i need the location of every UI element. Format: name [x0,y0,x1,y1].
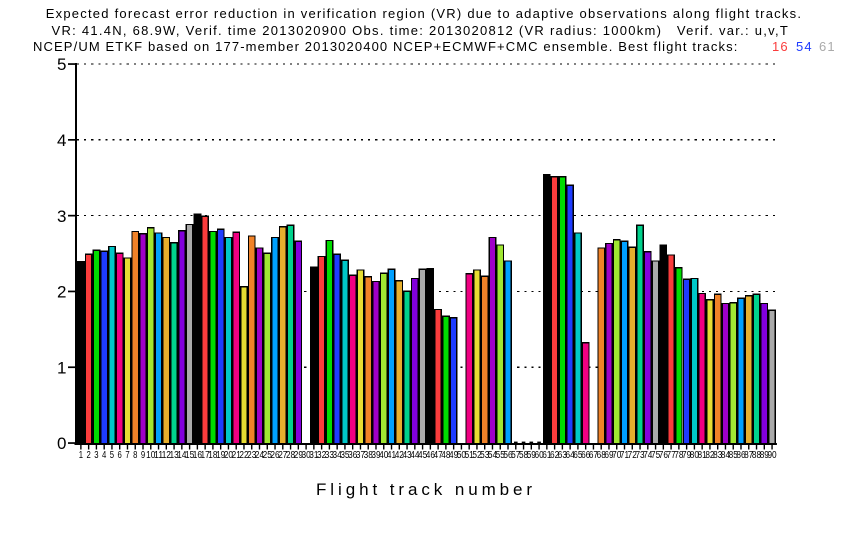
svg-text:24: 24 [255,450,265,461]
svg-text:80: 80 [690,450,700,461]
svg-text:60: 60 [534,450,544,461]
svg-text:52: 52 [472,450,482,461]
svg-text:75: 75 [651,450,661,461]
svg-text:65: 65 [573,450,583,461]
svg-text:55: 55 [496,450,506,461]
svg-text:9: 9 [141,450,146,461]
svg-text:22: 22 [239,450,249,461]
svg-text:71: 71 [620,450,630,461]
svg-text:64: 64 [566,450,576,461]
svg-text:57: 57 [511,450,521,461]
svg-text:68: 68 [597,450,607,461]
svg-text:30: 30 [302,450,312,461]
svg-text:89: 89 [760,450,770,461]
svg-text:1: 1 [57,358,66,377]
svg-text:61: 61 [542,450,552,461]
svg-text:18: 18 [208,450,218,461]
svg-text:26: 26 [270,450,280,461]
svg-text:79: 79 [682,450,692,461]
svg-text:15: 15 [185,450,195,461]
svg-text:10: 10 [146,450,156,461]
svg-text:84: 84 [721,450,731,461]
svg-text:2: 2 [57,283,66,302]
svg-text:54: 54 [488,450,498,461]
svg-text:83: 83 [713,450,723,461]
svg-text:82: 82 [705,450,715,461]
svg-text:40: 40 [379,450,389,461]
svg-text:67: 67 [589,450,599,461]
svg-text:49: 49 [449,450,459,461]
svg-text:50: 50 [457,450,467,461]
svg-text:19: 19 [216,450,226,461]
svg-text:2: 2 [87,450,92,461]
svg-text:48: 48 [441,450,451,461]
svg-text:34: 34 [333,450,343,461]
svg-text:31: 31 [309,450,319,461]
svg-text:45: 45 [418,450,428,461]
svg-text:29: 29 [294,450,304,461]
svg-text:6: 6 [118,450,123,461]
svg-text:14: 14 [177,450,187,461]
svg-text:20: 20 [224,450,234,461]
svg-text:1: 1 [79,450,84,461]
svg-text:41: 41 [387,450,397,461]
svg-text:11: 11 [154,450,164,461]
svg-text:51: 51 [465,450,475,461]
svg-text:70: 70 [612,450,622,461]
svg-text:23: 23 [247,450,257,461]
svg-text:33: 33 [325,450,335,461]
svg-text:47: 47 [434,450,444,461]
svg-text:38: 38 [364,450,374,461]
svg-text:36: 36 [348,450,358,461]
svg-text:42: 42 [395,450,405,461]
svg-text:85: 85 [729,450,739,461]
svg-text:13: 13 [169,450,179,461]
svg-text:16: 16 [193,450,203,461]
svg-text:63: 63 [558,450,568,461]
svg-text:32: 32 [317,450,327,461]
svg-text:69: 69 [604,450,614,461]
svg-text:46: 46 [426,450,436,461]
svg-text:72: 72 [628,450,638,461]
svg-text:4: 4 [102,450,107,461]
svg-text:28: 28 [286,450,296,461]
svg-text:86: 86 [736,450,746,461]
svg-text:76: 76 [659,450,669,461]
svg-text:74: 74 [643,450,653,461]
svg-text:17: 17 [201,450,211,461]
svg-text:27: 27 [278,450,288,461]
svg-text:8: 8 [133,450,138,461]
svg-text:90: 90 [767,450,777,461]
svg-text:59: 59 [527,450,537,461]
svg-text:53: 53 [480,450,490,461]
svg-text:73: 73 [635,450,645,461]
svg-text:7: 7 [125,450,130,461]
svg-text:87: 87 [744,450,754,461]
svg-text:3: 3 [94,450,99,461]
svg-text:78: 78 [674,450,684,461]
svg-text:81: 81 [698,450,708,461]
svg-text:5: 5 [110,450,115,461]
svg-text:0: 0 [57,434,66,453]
svg-text:25: 25 [263,450,273,461]
svg-text:35: 35 [340,450,350,461]
svg-text:39: 39 [371,450,381,461]
svg-text:43: 43 [402,450,412,461]
svg-text:77: 77 [667,450,677,461]
svg-text:62: 62 [550,450,560,461]
svg-text:58: 58 [519,450,529,461]
svg-text:12: 12 [162,450,172,461]
svg-text:44: 44 [410,450,420,461]
svg-text:37: 37 [356,450,366,461]
svg-text:66: 66 [581,450,591,461]
svg-text:3: 3 [57,207,66,226]
svg-text:56: 56 [503,450,513,461]
svg-text:5: 5 [57,55,66,74]
svg-text:4: 4 [57,131,66,150]
svg-text:88: 88 [752,450,762,461]
svg-text:21: 21 [232,450,242,461]
